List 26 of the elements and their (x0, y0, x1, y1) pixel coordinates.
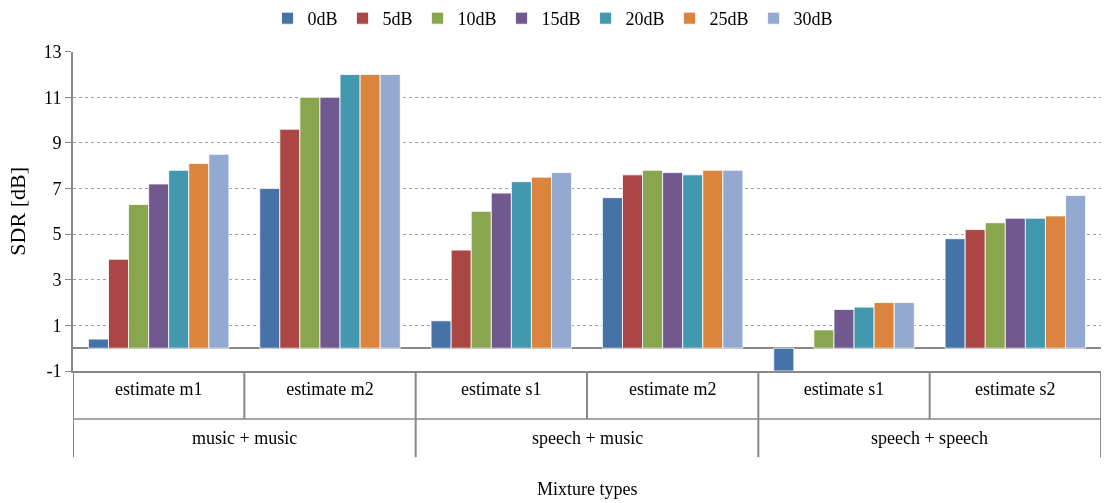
y-tick-label: 7 (52, 178, 62, 199)
text: speech + music (532, 428, 644, 448)
y-tick-label: 3 (52, 270, 62, 291)
y-tick-label: 13 (43, 42, 62, 62)
legend-label: 30dB (793, 9, 833, 30)
y-tick-label: -1 (46, 361, 62, 382)
y-tick-label: 5 (52, 224, 62, 245)
x-tick-label: estimate s2 (975, 378, 1056, 399)
x-tick-label: estimate m1 (114, 378, 203, 399)
text: music + music (192, 428, 298, 448)
legend-label: 15dB (541, 9, 581, 30)
legend-label: 25dB (709, 9, 749, 30)
legend-label: 0dB (307, 9, 338, 30)
x-tick-label: estimate s1 (803, 378, 885, 399)
y-tick-label: 1 (52, 315, 62, 336)
y-axis-title: SDR [dB] (4, 167, 30, 256)
x-tick-label: estimate m2 (286, 378, 374, 399)
legend-label: 5dB (382, 9, 413, 30)
legend-label: 20dB (625, 9, 665, 30)
x-tick-label: estimate m2 (628, 378, 717, 399)
y-tick-label: 9 (52, 133, 62, 154)
legend-label: 10dB (457, 9, 497, 30)
x-tick-label: estimate s1 (461, 378, 542, 399)
x-axis-title: Mixture types (537, 479, 638, 499)
y-tick-label: 11 (44, 87, 62, 108)
text: speech + speech (871, 428, 989, 448)
